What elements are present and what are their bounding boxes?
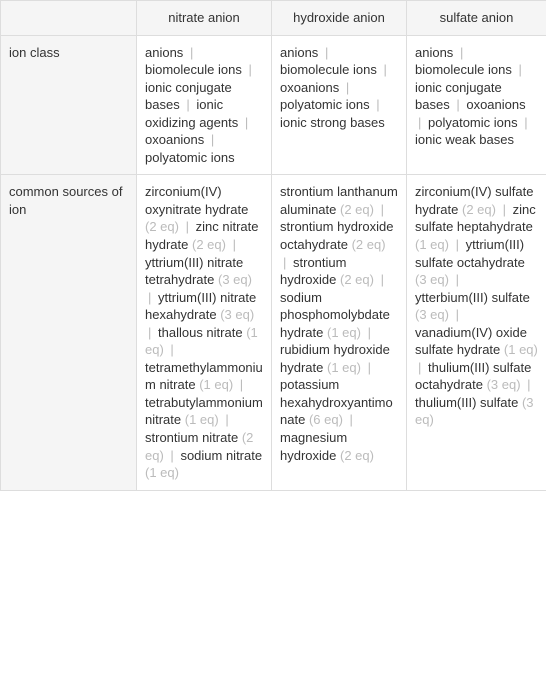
separator: | — [515, 62, 524, 77]
item-eq: (2 eq) — [192, 237, 226, 252]
header-empty — [1, 1, 137, 36]
row-ion-class: ion class anions | biomolecule ions | io… — [1, 35, 546, 175]
separator: | — [222, 412, 231, 427]
separator: | — [453, 272, 462, 287]
separator: | — [230, 237, 239, 252]
item-name: strontium nitrate — [145, 430, 238, 445]
separator: | — [378, 202, 387, 217]
separator: | — [365, 325, 374, 340]
item-name: anions — [280, 45, 318, 60]
cell-common-sources-hydroxide: strontium lanthanum aluminate (2 eq) | s… — [272, 175, 407, 490]
comparison-table: nitrate anion hydroxide anion sulfate an… — [0, 0, 546, 491]
separator: | — [187, 45, 196, 60]
item-name: polyatomic ions — [280, 97, 370, 112]
item-eq: (2 eq) — [340, 448, 374, 463]
item-eq: (1 eq) — [327, 325, 361, 340]
item-name: oxoanions — [145, 132, 204, 147]
header-sulfate: sulfate anion — [407, 1, 546, 36]
item-eq: (2 eq) — [340, 272, 374, 287]
item-name: biomolecule ions — [415, 62, 512, 77]
item-name: oxoanions — [466, 97, 525, 112]
separator: | — [415, 360, 424, 375]
item-eq: (2 eq) — [145, 219, 179, 234]
separator: | — [322, 45, 331, 60]
row-common-sources: common sources of ion zirconium(IV) oxyn… — [1, 175, 546, 490]
item-eq: (6 eq) — [309, 412, 343, 427]
separator: | — [183, 97, 192, 112]
separator: | — [378, 272, 387, 287]
separator: | — [343, 80, 352, 95]
item-eq: (3 eq) — [415, 272, 449, 287]
item-name: anions — [415, 45, 453, 60]
separator: | — [500, 202, 509, 217]
item-eq: (3 eq) — [218, 272, 252, 287]
separator: | — [183, 219, 192, 234]
cell-common-sources-nitrate: zirconium(IV) oxynitrate hydrate (2 eq) … — [137, 175, 272, 490]
header-nitrate: nitrate anion — [137, 1, 272, 36]
item-eq: (2 eq) — [462, 202, 496, 217]
cell-ion-class-sulfate: anions | biomolecule ions | ionic conjug… — [407, 35, 546, 175]
item-name: ionic strong bases — [280, 115, 385, 130]
item-name: ytterbium(III) sulfate — [415, 290, 530, 305]
separator: | — [167, 448, 176, 463]
cell-ion-class-hydroxide: anions | biomolecule ions | oxoanions | … — [272, 35, 407, 175]
separator: | — [167, 342, 176, 357]
rowlabel-common-sources: common sources of ion — [1, 175, 137, 490]
item-eq: (3 eq) — [415, 307, 449, 322]
separator: | — [453, 307, 462, 322]
separator: | — [208, 132, 217, 147]
separator: | — [415, 115, 424, 130]
item-eq: (1 eq) — [504, 342, 538, 357]
separator: | — [145, 290, 154, 305]
separator: | — [245, 62, 254, 77]
item-eq: (1 eq) — [327, 360, 361, 375]
item-eq: (1 eq) — [185, 412, 219, 427]
item-name: anions — [145, 45, 183, 60]
item-name: zirconium(IV) oxynitrate hydrate — [145, 184, 248, 217]
separator: | — [242, 115, 251, 130]
item-name: ionic weak bases — [415, 132, 514, 147]
header-hydroxide: hydroxide anion — [272, 1, 407, 36]
item-name: biomolecule ions — [145, 62, 242, 77]
separator: | — [453, 97, 462, 112]
separator: | — [373, 97, 382, 112]
separator: | — [365, 360, 374, 375]
separator: | — [280, 255, 289, 270]
item-name: thulium(III) sulfate — [415, 395, 518, 410]
separator: | — [521, 115, 530, 130]
separator: | — [145, 325, 154, 340]
separator: | — [380, 62, 389, 77]
item-name: polyatomic ions — [145, 150, 235, 165]
separator: | — [347, 412, 356, 427]
item-name: thallous nitrate — [158, 325, 243, 340]
item-eq: (1 eq) — [145, 465, 179, 480]
item-name: strontium hydroxide — [280, 255, 346, 288]
item-eq: (1 eq) — [199, 377, 233, 392]
item-eq: (1 eq) — [415, 237, 449, 252]
item-name: biomolecule ions — [280, 62, 377, 77]
cell-ion-class-nitrate: anions | biomolecule ions | ionic conjug… — [137, 35, 272, 175]
separator: | — [237, 377, 246, 392]
header-row: nitrate anion hydroxide anion sulfate an… — [1, 1, 546, 36]
item-eq: (2 eq) — [352, 237, 386, 252]
item-eq: (3 eq) — [487, 377, 521, 392]
separator: | — [457, 45, 466, 60]
item-name: magnesium hydroxide — [280, 430, 347, 463]
item-eq: (2 eq) — [340, 202, 374, 217]
separator: | — [453, 237, 462, 252]
item-name: oxoanions — [280, 80, 339, 95]
item-name: polyatomic ions — [428, 115, 518, 130]
separator: | — [524, 377, 533, 392]
rowlabel-ion-class: ion class — [1, 35, 137, 175]
cell-common-sources-sulfate: zirconium(IV) sulfate hydrate (2 eq) | z… — [407, 175, 546, 490]
item-name: sodium nitrate — [180, 448, 262, 463]
item-eq: (3 eq) — [220, 307, 254, 322]
